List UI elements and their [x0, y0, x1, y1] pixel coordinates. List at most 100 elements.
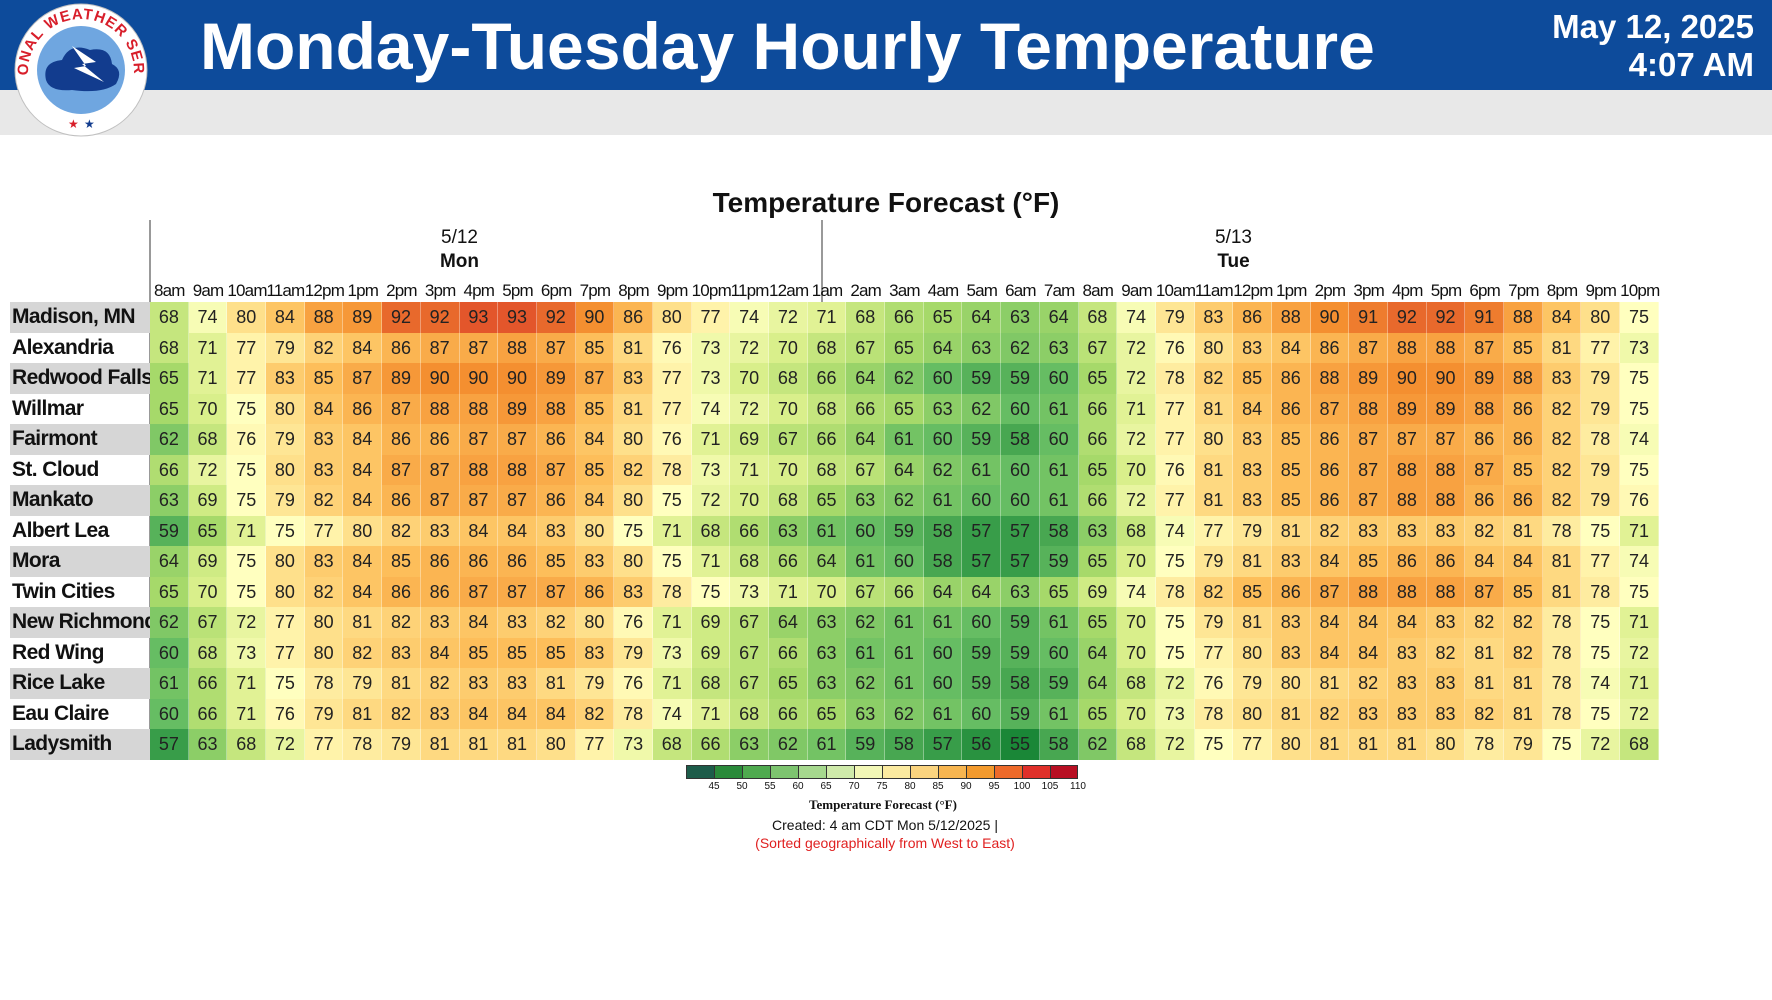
- hour-label: 3pm: [1353, 281, 1384, 300]
- temperature-cell: 84: [459, 607, 499, 638]
- temperature-cell: 83: [1349, 515, 1388, 546]
- temperature-cell: 86: [1271, 576, 1311, 607]
- temperature-cell: 86: [382, 485, 421, 516]
- temperature-cell: 87: [1349, 454, 1388, 485]
- temperature-cell: 86: [1271, 363, 1311, 394]
- day-date-tue: 5/13: [1215, 227, 1252, 248]
- temperature-cell: 92: [382, 302, 421, 333]
- temperature-cell: 81: [1465, 668, 1505, 699]
- temperature-cell: 83: [1233, 454, 1272, 485]
- temperature-cell: 87: [1388, 424, 1427, 455]
- temperature-cell: 66: [1078, 424, 1118, 455]
- day-date-mon: 5/12: [441, 227, 478, 248]
- temperature-cell: 71: [227, 515, 267, 546]
- temperature-cell: 80: [1194, 424, 1234, 455]
- issue-datetime: May 12, 2025 4:07 AM: [1552, 8, 1754, 84]
- temperature-cell: 57: [923, 729, 963, 760]
- temperature-cell: 79: [1581, 454, 1621, 485]
- hour-label: 12pm: [1233, 281, 1273, 300]
- temperature-cell: 70: [769, 454, 808, 485]
- temperature-cell: 87: [1465, 576, 1505, 607]
- hour-label: 9pm: [1585, 281, 1617, 300]
- temperature-cell: 77: [1155, 393, 1195, 424]
- temperature-cell: 84: [420, 637, 460, 668]
- temperature-cell: 84: [498, 698, 537, 729]
- temperature-cell: 86: [536, 485, 576, 516]
- location-label: Twin Cities: [12, 579, 115, 603]
- temperature-cell: 71: [1620, 668, 1659, 699]
- temperature-cell: 71: [188, 363, 228, 394]
- temperature-cell: 79: [1233, 668, 1272, 699]
- day-name-tue: Tue: [1217, 251, 1250, 272]
- legend-swatch: [910, 765, 938, 779]
- temperature-cell: 60: [1001, 485, 1040, 516]
- temperature-cell: 66: [807, 363, 847, 394]
- temperature-cell: 87: [382, 393, 421, 424]
- temperature-cell: 90: [1426, 363, 1466, 394]
- temperature-cell: 61: [1039, 698, 1079, 729]
- temperature-cell: 86: [498, 546, 537, 577]
- temperature-cell: 81: [536, 668, 576, 699]
- temperature-cell: 85: [1271, 424, 1311, 455]
- temperature-cell: 74: [1581, 668, 1621, 699]
- temperature-cell: 65: [885, 332, 924, 363]
- temperature-cell: 84: [1349, 637, 1388, 668]
- temperature-cell: 88: [1271, 302, 1311, 333]
- temperature-cell: 84: [1233, 393, 1272, 424]
- temperature-cell: 81: [1310, 729, 1350, 760]
- temperature-cell: 72: [188, 454, 228, 485]
- temperature-cell: 71: [227, 698, 267, 729]
- temperature-cell: 62: [150, 424, 189, 455]
- temperature-cell: 61: [885, 607, 924, 638]
- hour-label: 8pm: [1546, 281, 1578, 300]
- temperature-cell: 76: [614, 668, 653, 699]
- legend-color-bar: [686, 765, 1078, 779]
- temperature-cell: 72: [1117, 332, 1156, 363]
- temperature-cell: 92: [536, 302, 576, 333]
- page-title: Monday-Tuesday Hourly Temperature: [200, 9, 1375, 83]
- location-label: Redwood Falls: [10, 363, 153, 394]
- temperature-cell: 75: [1155, 607, 1195, 638]
- temperature-cell: 83: [1542, 363, 1582, 394]
- temperature-cell: 65: [923, 302, 963, 333]
- temperature-cell: 83: [575, 637, 615, 668]
- temperature-cell: 93: [498, 302, 537, 333]
- temperature-cell: 83: [304, 546, 344, 577]
- temperature-cell: 87: [382, 454, 421, 485]
- table-row: Eau Claire 60 66 71 76 79 81 82 83 84 84 84 82 78 74 71…: [10, 698, 1659, 729]
- temperature-cell: 83: [1388, 637, 1427, 668]
- temperature-cell: 88: [459, 393, 499, 424]
- temperature-cell: 86: [1310, 332, 1350, 363]
- temperature-cell: 65: [769, 668, 808, 699]
- temperature-cell: 65: [150, 363, 189, 394]
- temperature-cell: 60: [923, 668, 963, 699]
- temperature-cell: 83: [382, 637, 421, 668]
- temperature-cell: 70: [1117, 454, 1156, 485]
- temperature-cell: 60: [846, 515, 886, 546]
- temperature-cell: 87: [420, 332, 460, 363]
- hour-label: 10am: [1155, 281, 1196, 300]
- temperature-cell: 83: [1388, 668, 1427, 699]
- temperature-cell: 83: [304, 424, 344, 455]
- location-label: Mora: [10, 546, 150, 577]
- temperature-cell: 66: [885, 576, 924, 607]
- location-label: Fairmont: [10, 424, 150, 455]
- temperature-cell: 89: [1388, 393, 1427, 424]
- temperature-cell: 68: [150, 332, 189, 363]
- temperature-cell: 80: [304, 607, 344, 638]
- temperature-cell: 74: [652, 698, 692, 729]
- temperature-cell: 59: [1001, 637, 1040, 668]
- temperature-cell: 81: [343, 698, 383, 729]
- temperature-cell: 83: [1271, 607, 1311, 638]
- temperature-cell: 67: [188, 607, 228, 638]
- legend-swatch: [994, 765, 1022, 779]
- legend-tick-label: 75: [876, 781, 888, 792]
- table-row: Madison, MN 68 74 80 84 88 89 92 92 93 93 92 90 86 80 7…: [10, 302, 1659, 333]
- temperature-cell: 88: [1310, 363, 1350, 394]
- location-label: New Richmond: [10, 607, 157, 638]
- temperature-cell: 84: [459, 698, 499, 729]
- temperature-cell: 87: [1310, 393, 1350, 424]
- temperature-cell: 85: [536, 637, 576, 668]
- temperature-cell: 79: [382, 729, 421, 760]
- temperature-cell: 62: [150, 607, 189, 638]
